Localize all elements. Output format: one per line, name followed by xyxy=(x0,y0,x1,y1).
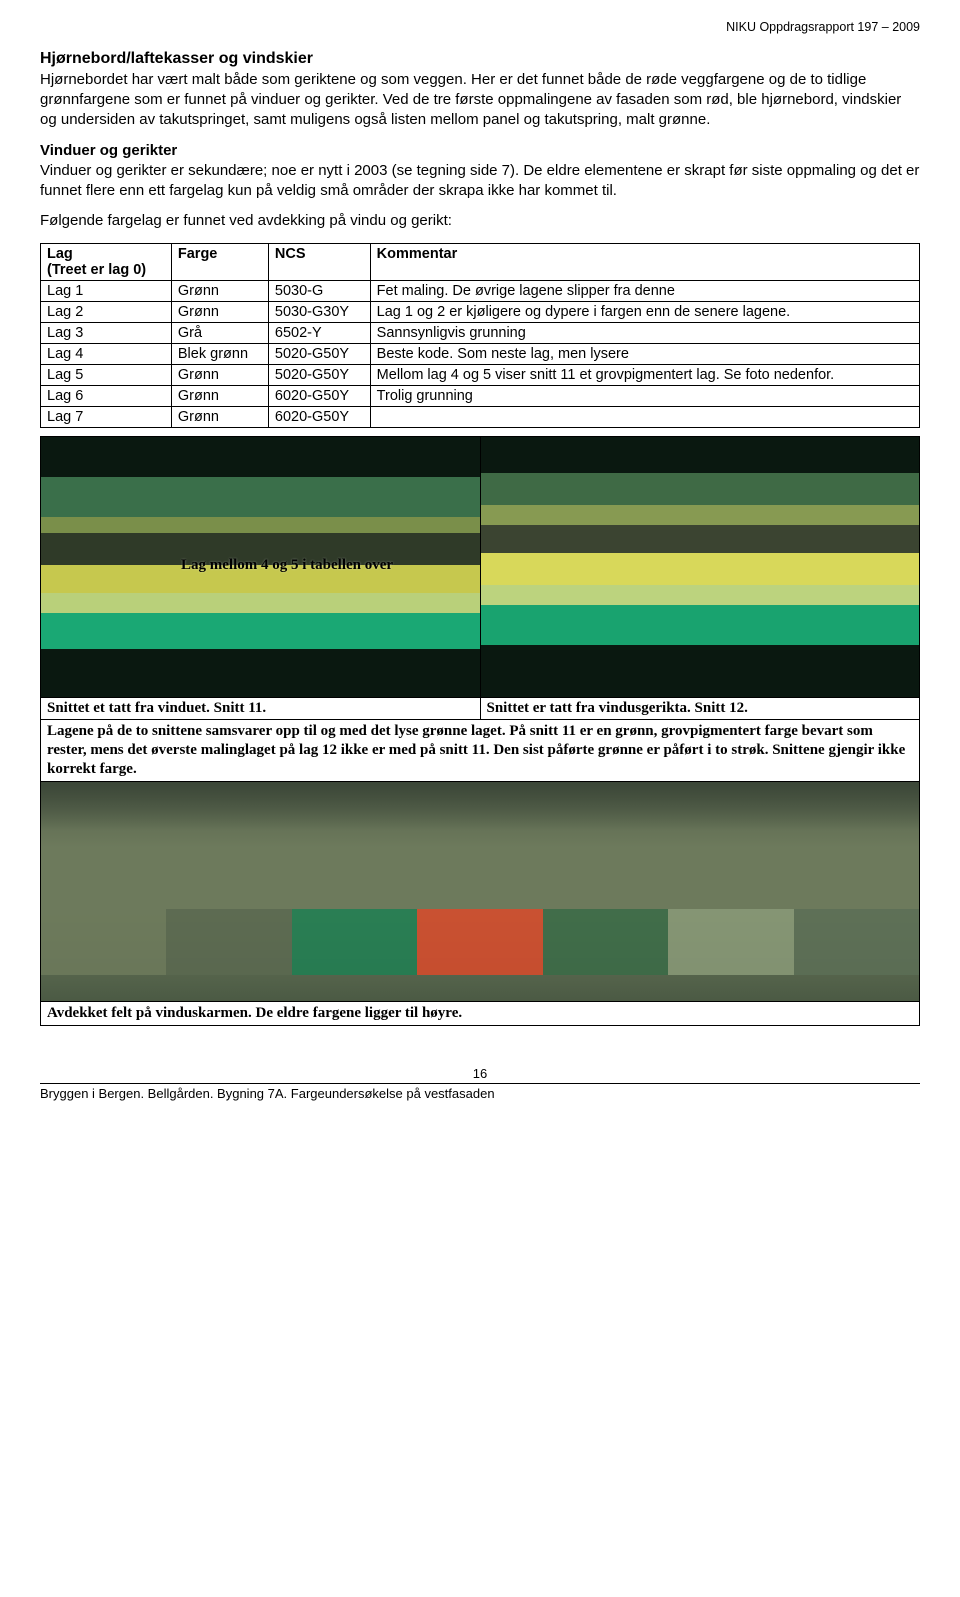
caption-right: Snittet er tatt fra vindusgerikta. Snitt… xyxy=(481,698,920,719)
paint-layers-table: Lag (Treet er lag 0) Farge NCS Kommentar… xyxy=(40,243,920,428)
window-photo xyxy=(40,782,920,1002)
table-cell: Lag 6 xyxy=(41,385,172,406)
table-cell: Lag 5 xyxy=(41,364,172,385)
table-cell: Lag 2 xyxy=(41,301,172,322)
table-row: Lag 3Grå6502-YSannsynligvis grunning xyxy=(41,322,920,343)
th-lag: Lag (Treet er lag 0) xyxy=(41,243,172,280)
table-intro: Følgende fargelag er funnet ved avdekkin… xyxy=(40,211,920,231)
overlay-label: Lag mellom 4 og 5 i tabellen over xyxy=(181,557,393,574)
table-cell: Lag 7 xyxy=(41,406,172,427)
table-cell: Blek grønn xyxy=(171,343,268,364)
caption-left: Snittet et tatt fra vinduet. Snitt 11. xyxy=(41,698,481,719)
page-number: 16 xyxy=(40,1066,920,1081)
table-cell: Grønn xyxy=(171,280,268,301)
section2-body: Vinduer og gerikter er sekundære; noe er… xyxy=(40,162,919,199)
table-cell: Trolig grunning xyxy=(370,385,919,406)
table-cell: Grønn xyxy=(171,301,268,322)
table-cell: Mellom lag 4 og 5 viser snitt 11 et grov… xyxy=(370,364,919,385)
report-header: NIKU Oppdragsrapport 197 – 2009 xyxy=(40,20,920,34)
table-cell: 6020-G50Y xyxy=(268,406,370,427)
table-row: Lag 6Grønn6020-G50YTrolig grunning xyxy=(41,385,920,406)
table-row: Lag 4Blek grønn5020-G50YBeste kode. Som … xyxy=(41,343,920,364)
table-cell: Fet maling. De øvrige lagene slipper fra… xyxy=(370,280,919,301)
th-kommentar: Kommentar xyxy=(370,243,919,280)
table-cell: Lag 3 xyxy=(41,322,172,343)
section1-body: Hjørnebordet har vært malt både som geri… xyxy=(40,70,920,129)
table-cell xyxy=(370,406,919,427)
footer-line: Bryggen i Bergen. Bellgården. Bygning 7A… xyxy=(40,1083,920,1101)
section2-title: Vinduer og gerikter xyxy=(40,142,177,159)
table-cell: Lag 1 og 2 er kjøligere og dypere i farg… xyxy=(370,301,919,322)
table-cell: 5020-G50Y xyxy=(268,364,370,385)
table-cell: 6020-G50Y xyxy=(268,385,370,406)
table-cell: 5030-G30Y xyxy=(268,301,370,322)
th-farge: Farge xyxy=(171,243,268,280)
table-row: Lag 7Grønn6020-G50Y xyxy=(41,406,920,427)
cross-section-right xyxy=(481,437,920,697)
caption-wide: Avdekket felt på vinduskarmen. De eldre … xyxy=(40,1002,920,1026)
section1-title: Hjørnebord/laftekasser og vindskier xyxy=(40,50,920,68)
table-cell: Grå xyxy=(171,322,268,343)
th-ncs: NCS xyxy=(268,243,370,280)
table-cell: Beste kode. Som neste lag, men lysere xyxy=(370,343,919,364)
table-cell: Grønn xyxy=(171,364,268,385)
cross-section-row: Lag mellom 4 og 5 i tabellen over xyxy=(40,436,920,698)
table-cell: Grønn xyxy=(171,406,268,427)
table-row: Lag 2Grønn5030-G30YLag 1 og 2 er kjølige… xyxy=(41,301,920,322)
table-cell: 5030-G xyxy=(268,280,370,301)
cross-section-left: Lag mellom 4 og 5 i tabellen over xyxy=(41,437,481,697)
table-cell: 6502-Y xyxy=(268,322,370,343)
table-cell: Grønn xyxy=(171,385,268,406)
table-cell: Lag 1 xyxy=(41,280,172,301)
merged-description: Lagene på de to snittene samsvarer opp t… xyxy=(40,720,920,783)
table-cell: Lag 4 xyxy=(41,343,172,364)
table-cell: 5020-G50Y xyxy=(268,343,370,364)
table-row: Lag 5Grønn5020-G50YMellom lag 4 og 5 vis… xyxy=(41,364,920,385)
table-row: Lag 1Grønn5030-GFet maling. De øvrige la… xyxy=(41,280,920,301)
table-cell: Sannsynligvis grunning xyxy=(370,322,919,343)
